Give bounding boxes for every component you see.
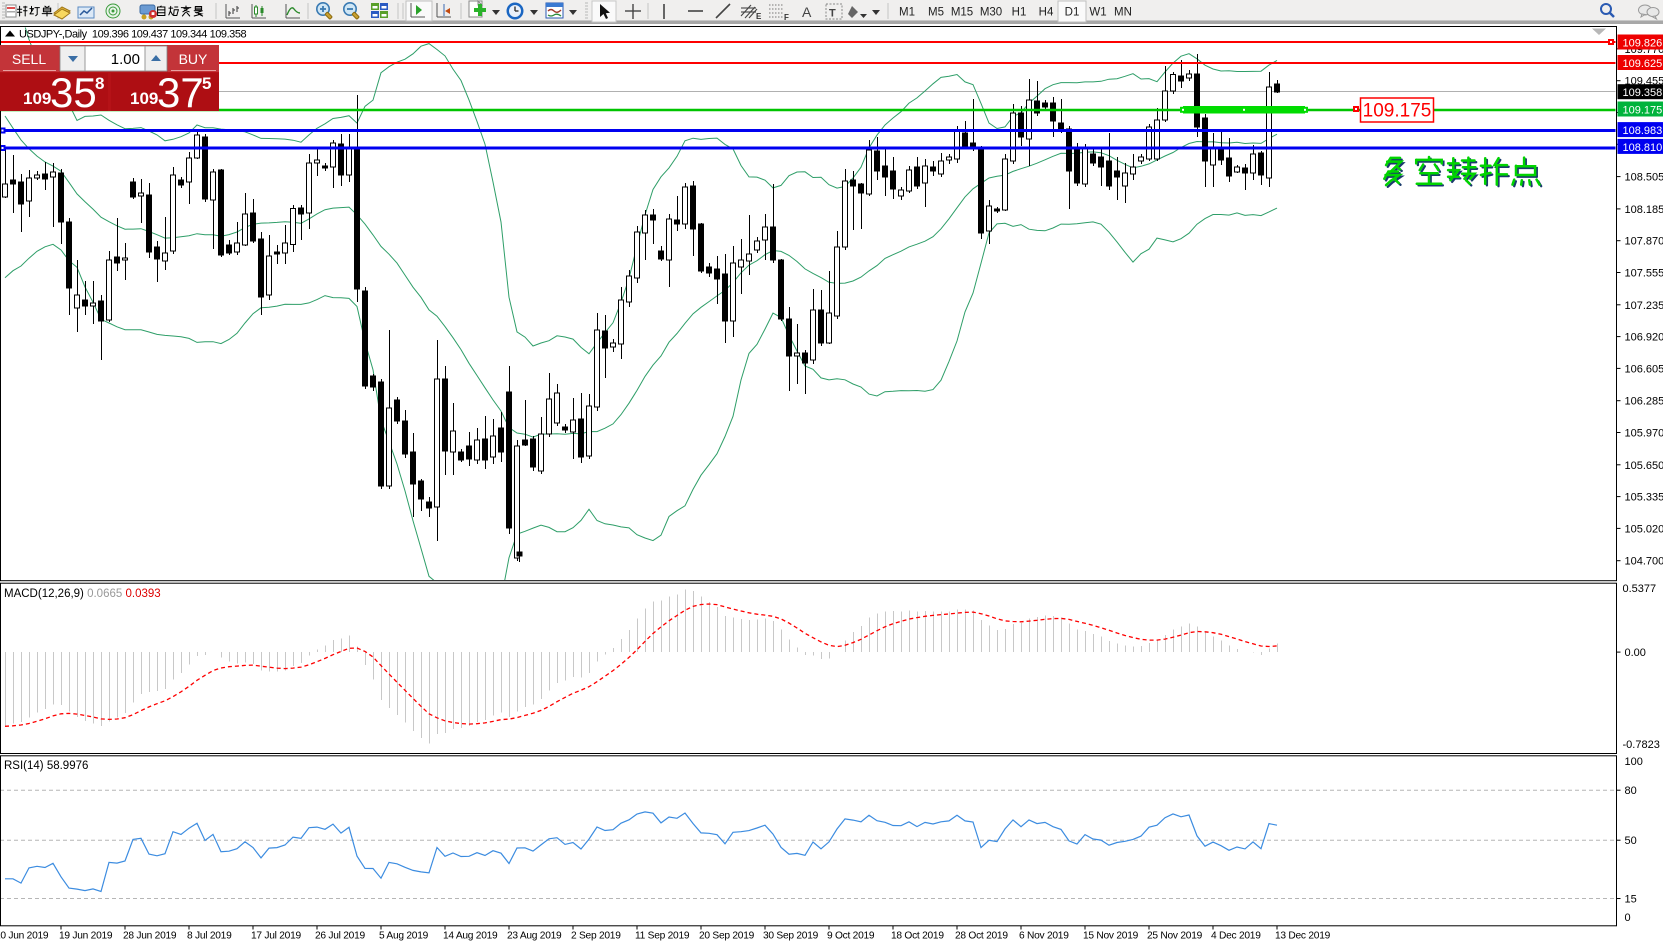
svg-text:15 Nov 2019: 15 Nov 2019 [1083,931,1139,942]
svg-text:14 Aug 2019: 14 Aug 2019 [443,931,498,942]
svg-text:109: 109 [130,89,158,108]
svg-text:15: 15 [1625,894,1637,906]
svg-text:11 Sep 2019: 11 Sep 2019 [635,931,690,942]
svg-text:109.826: 109.826 [1623,38,1663,50]
svg-text:108.810: 108.810 [1623,142,1663,154]
svg-text:MN: MN [1114,7,1132,19]
svg-text:13 Dec 2019: 13 Dec 2019 [1275,931,1331,942]
svg-text:107.555: 107.555 [1625,268,1663,280]
svg-text:105.335: 105.335 [1625,492,1663,504]
svg-text:107.870: 107.870 [1625,236,1663,248]
svg-text:MACD(12,26,9) 0.0665 0.0393: MACD(12,26,9) 0.0665 0.0393 [4,588,161,600]
svg-text:9 Oct 2019: 9 Oct 2019 [827,931,875,942]
svg-text:4 Dec 2019: 4 Dec 2019 [1211,931,1261,942]
svg-text:80: 80 [1625,785,1637,797]
svg-text:107.235: 107.235 [1625,300,1663,312]
svg-text:23 Aug 2019: 23 Aug 2019 [507,931,562,942]
svg-text:100: 100 [1625,756,1643,768]
svg-text:RSI(14) 58.9976: RSI(14) 58.9976 [4,760,88,772]
svg-text:M30: M30 [980,7,1002,19]
svg-text:50: 50 [1625,835,1637,847]
svg-text:19 Jun 2019: 19 Jun 2019 [59,931,113,942]
svg-text:0: 0 [1625,912,1631,924]
svg-text:1.00: 1.00 [111,51,140,68]
svg-text:105.020: 105.020 [1625,523,1663,535]
svg-text:5: 5 [202,74,211,93]
svg-text:26 Jul 2019: 26 Jul 2019 [315,931,366,942]
svg-text:F: F [784,13,789,22]
svg-text:H1: H1 [1012,7,1027,19]
svg-text:BUY: BUY [179,51,208,67]
svg-text:A: A [802,4,812,20]
svg-text:-0.7823: -0.7823 [1623,739,1660,751]
svg-text:109.175: 109.175 [1623,105,1663,117]
svg-text:17 Jul 2019: 17 Jul 2019 [251,931,302,942]
svg-text:30 Sep 2019: 30 Sep 2019 [763,931,819,942]
svg-text:W1: W1 [1089,7,1106,19]
svg-text:105.970: 105.970 [1625,428,1663,440]
svg-text:8 Jul 2019: 8 Jul 2019 [187,931,232,942]
svg-text:T: T [829,8,836,20]
svg-text:D1: D1 [1065,7,1080,19]
svg-text:2 Sep 2019: 2 Sep 2019 [571,931,621,942]
svg-text:106.605: 106.605 [1625,363,1663,375]
svg-text:M5: M5 [928,7,944,19]
svg-text:H4: H4 [1039,7,1054,19]
svg-text:106.920: 106.920 [1625,332,1663,344]
svg-text:108.505: 108.505 [1625,172,1663,184]
svg-text:5 Aug 2019: 5 Aug 2019 [379,931,429,942]
svg-text:109.175: 109.175 [1363,101,1432,122]
svg-text:109: 109 [23,89,51,108]
svg-text:0.5377: 0.5377 [1623,583,1657,595]
svg-text:M1: M1 [899,7,915,19]
svg-text:28 Jun 2019: 28 Jun 2019 [123,931,177,942]
svg-text:M15: M15 [951,7,973,19]
svg-text:35: 35 [50,69,97,116]
svg-text:10 Jun 2019: 10 Jun 2019 [0,931,49,942]
svg-text:18 Oct 2019: 18 Oct 2019 [891,931,944,942]
svg-text:108.983: 108.983 [1623,125,1663,137]
svg-text:106.285: 106.285 [1625,396,1663,408]
svg-text:6 Nov 2019: 6 Nov 2019 [1019,931,1069,942]
svg-text:20 Sep 2019: 20 Sep 2019 [699,931,755,942]
svg-text:USDJPY-,Daily 109.396 109.437: USDJPY-,Daily 109.396 109.437 109.344 10… [19,29,247,41]
svg-text:109.625: 109.625 [1623,58,1663,70]
svg-text:109.358: 109.358 [1623,87,1663,99]
svg-text:25 Nov 2019: 25 Nov 2019 [1147,931,1203,942]
svg-text:105.650: 105.650 [1625,460,1663,472]
svg-text:0.00: 0.00 [1625,647,1646,659]
svg-text:104.700: 104.700 [1625,556,1663,568]
svg-text:SELL: SELL [12,51,46,67]
svg-text:28 Oct 2019: 28 Oct 2019 [955,931,1008,942]
svg-text:E: E [756,12,762,21]
svg-text:37: 37 [157,69,204,116]
svg-text:8: 8 [95,74,104,93]
svg-text:108.185: 108.185 [1625,204,1663,216]
